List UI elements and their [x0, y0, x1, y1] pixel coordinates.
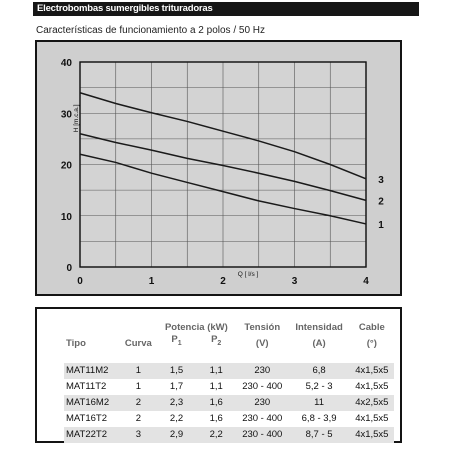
cell-intensidad: 5,2 - 3	[288, 378, 350, 395]
cell-curva: 1	[119, 362, 157, 379]
header-title: Electrobombas sumergibles trituradoras	[37, 3, 213, 14]
cell-p2: 2,2	[196, 426, 237, 443]
cell-intensidad: 6,8 - 3,9	[288, 410, 350, 427]
cell-p1: 2,3	[156, 394, 197, 411]
x-tick-label: 0	[77, 276, 83, 287]
cell-p1: 2,9	[156, 426, 197, 443]
x-tick-label: 2	[220, 276, 226, 287]
table-row: MAT16M2 2 2,3 1,6 230 11 4x2,5x5	[64, 394, 394, 411]
cell-intensidad: 8,7 - 5	[288, 426, 350, 443]
cell-curva: 2	[119, 394, 157, 411]
y-axis-label: H [m.c.a.]	[73, 104, 80, 132]
cell-curva: 1	[119, 378, 157, 395]
plot-frame	[79, 61, 367, 268]
subtitle: Características de funcionamiento a 2 po…	[36, 25, 266, 36]
x-axis-label: Q [ l/s ]	[238, 271, 259, 278]
cell-curva: 3	[119, 426, 157, 443]
y-tick-label: 20	[61, 161, 73, 172]
cell-p2: 1,1	[196, 362, 237, 379]
cell-intensidad: 6,8	[288, 362, 350, 379]
x-tick-label: 4	[363, 276, 369, 287]
cell-p1: 2,2	[156, 410, 197, 427]
table-panel: Tipo Curva Potencia (kW) Tensión Intensi…	[35, 307, 402, 443]
series-line-1	[79, 153, 367, 225]
cell-tipo: MAT11M2	[64, 362, 120, 379]
header-bar: Electrobombas sumergibles trituradoras	[33, 2, 419, 16]
cell-tipo: MAT11T2	[64, 378, 120, 395]
cell-p2: 1,6	[196, 410, 237, 427]
table-row: MAT16T2 2 2,2 1,6 230 - 400 6,8 - 3,9 4x…	[64, 410, 394, 427]
chart-panel: 0 10 20 30 40 0 1 2 3 4 Q [ l/s ] H [m.c.a.] 3 2 1	[35, 40, 402, 296]
cell-tension: 230 - 400	[236, 410, 289, 427]
col-header-intensidad-unit: (A)	[312, 337, 326, 349]
y-tick-label: 10	[61, 212, 73, 223]
cell-tension: 230	[236, 362, 289, 379]
col-header-cable-unit: (°)	[366, 337, 377, 349]
cell-intensidad: 11	[288, 394, 350, 411]
cell-p2: 1,6	[196, 394, 237, 411]
col-header-potencia: Potencia (kW)	[164, 322, 228, 333]
cell-tipo: MAT22T2	[64, 426, 120, 443]
x-tick-label: 1	[149, 276, 155, 287]
y-tick-label: 30	[61, 109, 73, 120]
col-header-cable: Cable	[358, 322, 385, 333]
spec-table: Tipo Curva Potencia (kW) Tensión Intensi…	[64, 321, 394, 443]
col-header-intensidad: Intensidad	[295, 322, 343, 333]
pump-curve-chart: 0 10 20 30 40 0 1 2 3 4 Q [ l/s ] H [m.c.a.] 3 2 1	[61, 58, 384, 287]
cell-cable: 4x1,5x5	[349, 410, 394, 427]
cell-cable: 4x1,5x5	[349, 362, 394, 379]
col-header-tipo: Tipo	[66, 337, 86, 349]
col-header-p1: P1	[171, 334, 182, 347]
cell-tipo: MAT16M2	[64, 394, 120, 411]
cell-cable: 4x1,5x5	[349, 426, 394, 443]
series-line-2	[79, 133, 367, 202]
cell-cable: 4x2,5x5	[349, 394, 394, 411]
table-row: MAT11M2 1 1,5 1,1 230 6,8 4x1,5x5	[64, 362, 394, 379]
x-tick-label: 3	[292, 276, 298, 287]
series-label-3: 3	[378, 175, 384, 186]
cell-tension: 230 - 400	[236, 426, 289, 443]
cell-cable: 4x1,5x5	[349, 378, 394, 395]
table-row: MAT22T2 3 2,9 2,2 230 - 400 8,7 - 5 4x1,…	[64, 426, 394, 443]
y-tick-label: 40	[61, 58, 73, 69]
series-label-1: 1	[378, 220, 384, 231]
cell-tension: 230	[236, 394, 289, 411]
series-line-3	[79, 92, 367, 180]
series-label-2: 2	[378, 196, 384, 207]
cell-tension: 230 - 400	[236, 378, 289, 395]
cell-curva: 2	[119, 410, 157, 427]
cell-tipo: MAT16T2	[64, 410, 120, 427]
col-header-p2: P2	[211, 334, 222, 347]
cell-p2: 1,1	[196, 378, 237, 395]
cell-p1: 1,5	[156, 362, 197, 379]
cell-p1: 1,7	[156, 378, 197, 395]
col-header-curva: Curva	[124, 337, 152, 349]
table-row: MAT11T2 1 1,7 1,1 230 - 400 5,2 - 3 4x1,…	[64, 378, 394, 395]
col-header-tension-unit: (V)	[255, 337, 269, 349]
col-header-tension: Tensión	[244, 322, 281, 333]
y-tick-label: 0	[66, 263, 72, 274]
